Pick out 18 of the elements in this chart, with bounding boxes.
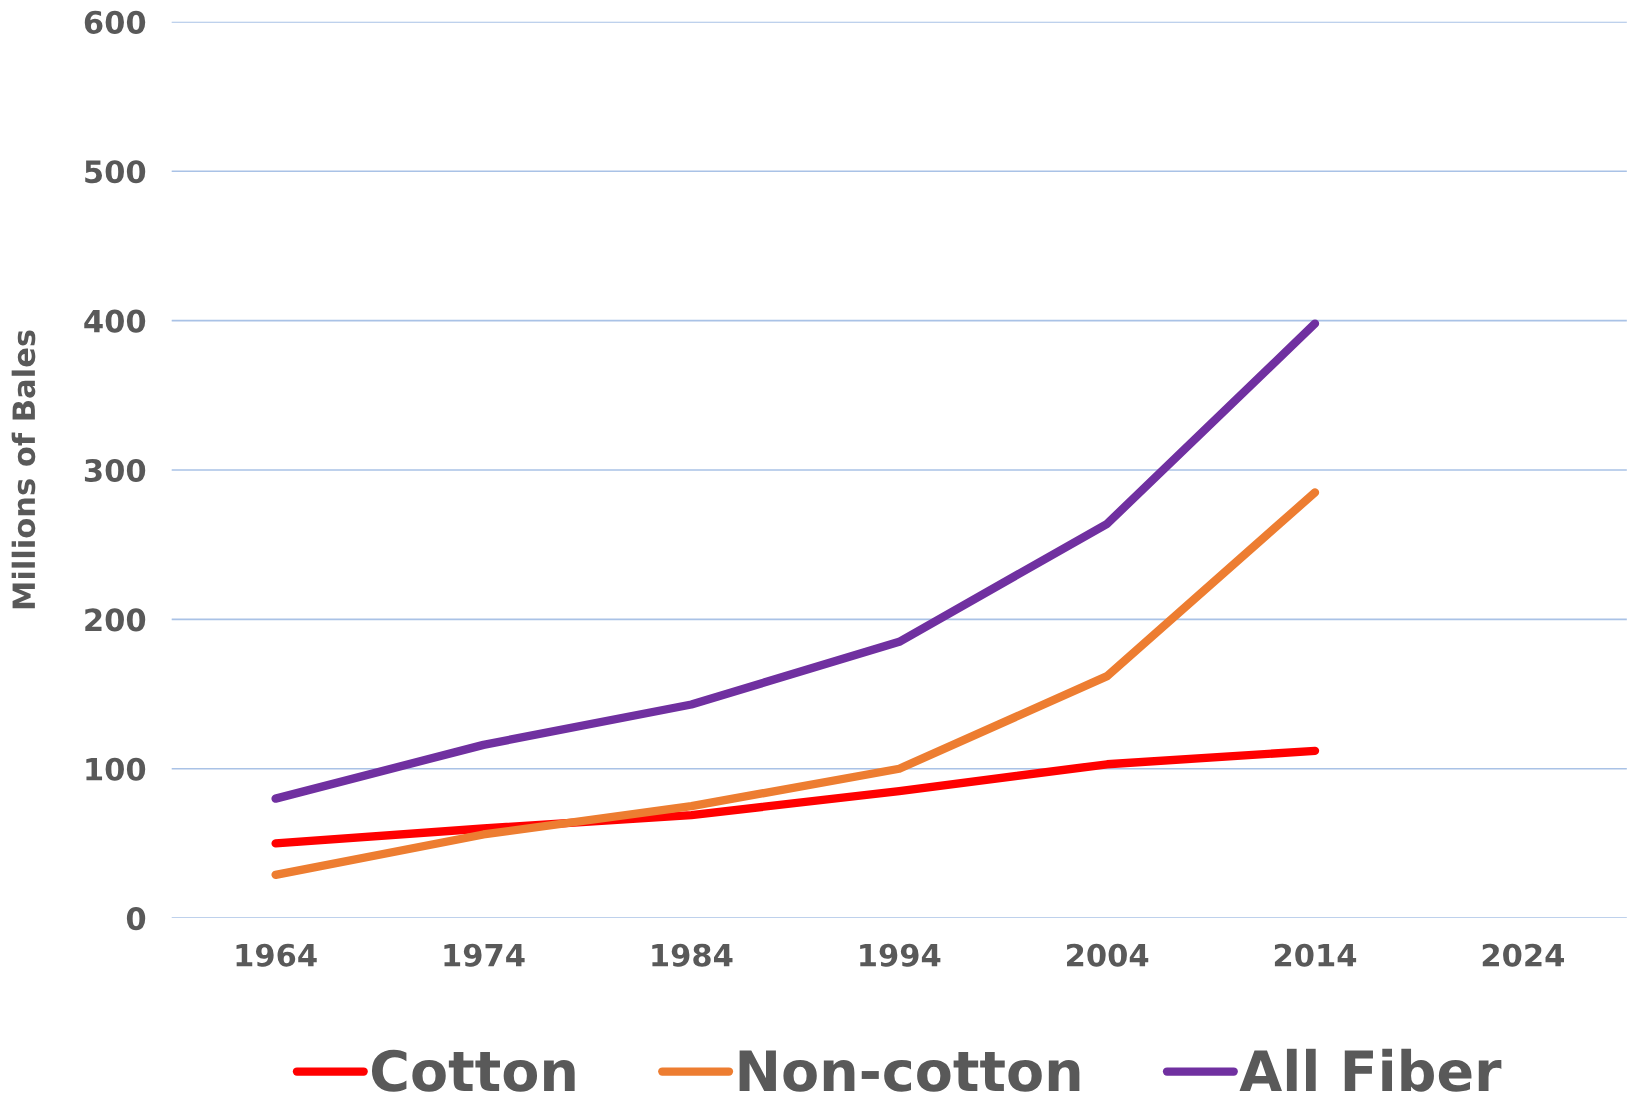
y-tick-label: 600: [84, 10, 146, 34]
x-tick-label: 2014: [1274, 943, 1357, 967]
legend-label: Non-cotton: [739, 1050, 1080, 1092]
x-tick-label: 1984: [652, 943, 733, 967]
y-tick-label: 400: [84, 309, 146, 333]
x-tick-label: 1964: [236, 943, 317, 967]
x-tick-label: 1994: [860, 943, 941, 967]
legend-label: Cotton: [371, 1049, 575, 1092]
y-axis-title: Millions of Bales: [11, 330, 36, 609]
y-tick-label: 500: [85, 160, 146, 184]
y-tick-label: 0: [126, 907, 146, 931]
y-tick-label: 300: [84, 458, 146, 483]
legend-label: All Fiber: [1239, 1048, 1502, 1092]
x-tick-label: 2024: [1482, 943, 1564, 967]
y-tick-label: 100: [86, 757, 146, 781]
x-tick-label: 1974: [444, 943, 525, 967]
y-tick-label: 200: [85, 608, 146, 632]
x-tick-label: 2004: [1067, 943, 1149, 967]
